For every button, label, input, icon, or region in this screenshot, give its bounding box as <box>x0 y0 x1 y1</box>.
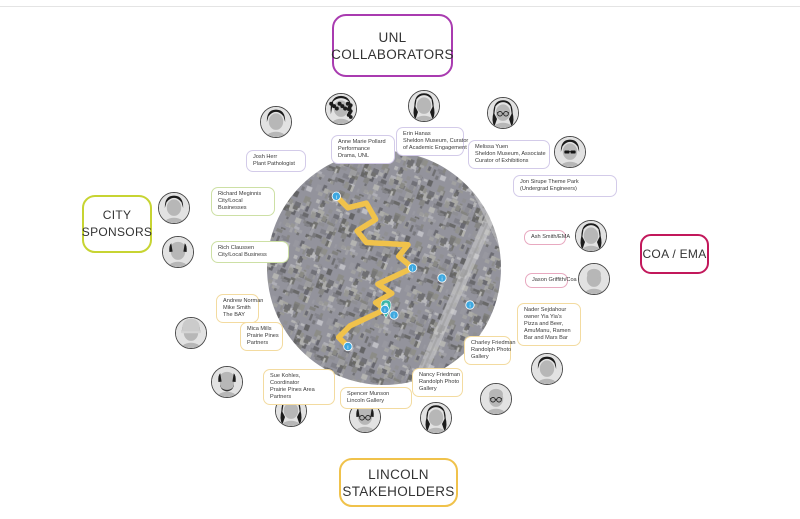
svg-text:i: i <box>347 345 348 351</box>
svg-text:i: i <box>336 195 337 201</box>
svg-text:i: i <box>469 304 470 310</box>
svg-text:i: i <box>412 267 413 273</box>
svg-text:i: i <box>441 277 442 283</box>
svg-text:i: i <box>393 314 394 320</box>
svg-text:i: i <box>384 308 385 314</box>
